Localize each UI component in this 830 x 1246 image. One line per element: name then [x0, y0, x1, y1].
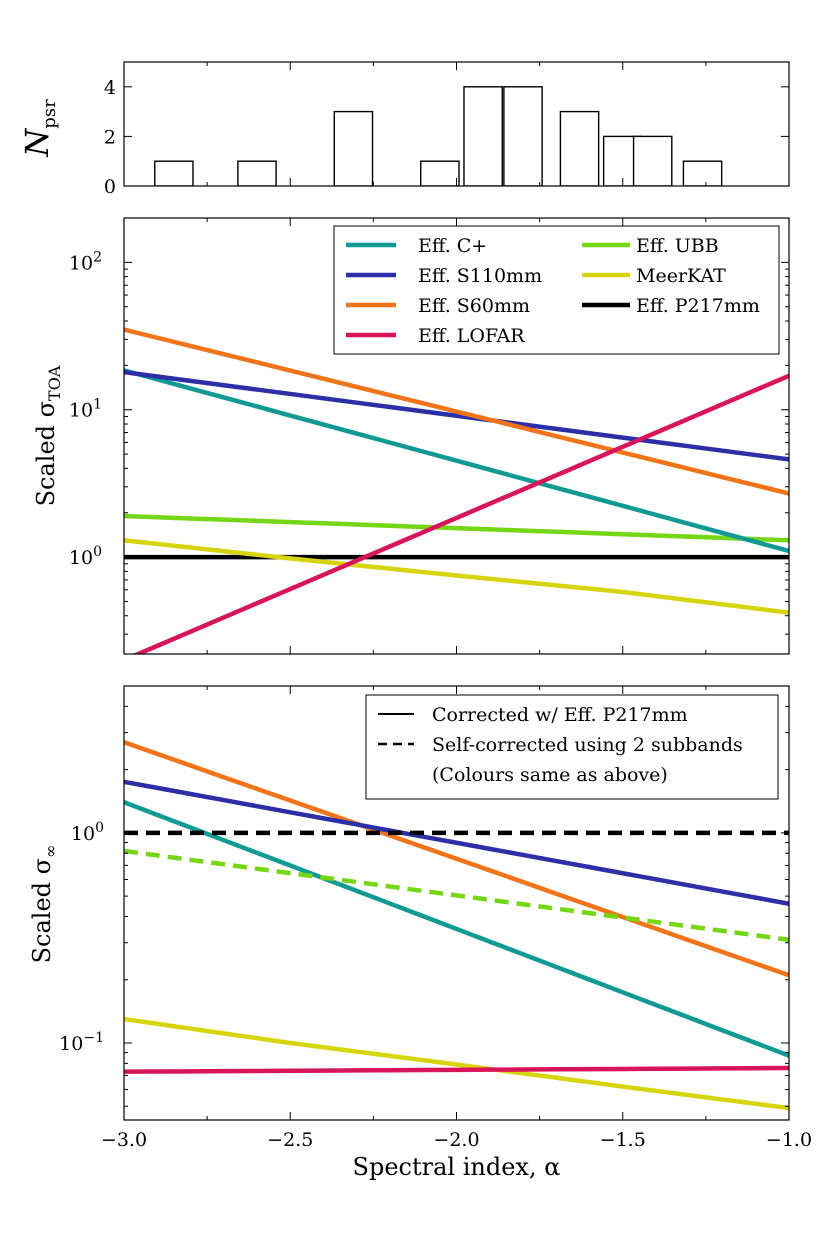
toa-legend-label: Eff. UBB — [636, 235, 719, 257]
hist-ytick-label: 0 — [104, 176, 116, 198]
histogram-bar — [333, 110, 374, 186]
toa-series-line — [124, 327, 789, 496]
x-tick-label: −2.0 — [433, 1129, 479, 1151]
inf-ytick-label: 10−1 — [59, 1030, 104, 1055]
toa-legend-label: MeerKAT — [636, 265, 726, 287]
inf-series-line — [124, 1016, 789, 1111]
toa-series-line — [124, 369, 789, 462]
hist-ytick-label: 2 — [104, 126, 116, 148]
inf-ytick-label-base: 10 — [59, 1033, 83, 1055]
inf-ytick-label-exp: −1 — [83, 1030, 104, 1046]
toa-series-line — [132, 373, 789, 654]
hist-ytick-label: 4 — [104, 77, 116, 99]
inf-series-line — [124, 1065, 789, 1074]
toa-legend-label: Eff. P217mm — [636, 295, 760, 317]
inf-series-line — [124, 800, 789, 1058]
inf-legend-box — [365, 694, 779, 800]
toa-ylabel: Scaled σTOA — [32, 365, 64, 506]
toa-legend: Eff. C+ Eff. S110mm Eff. S60mm Eff. LOFAR Ef… — [333, 225, 780, 355]
inf-series-line — [124, 848, 789, 942]
inf-legend-label: Self-corrected using 2 subbands — [432, 734, 743, 756]
inf-legend: Corrected w/ Eff. P217mm Self-corrected u… — [365, 694, 779, 800]
hist-ylabel: Npsr — [18, 99, 60, 158]
inf-series-line — [124, 779, 789, 906]
x-tick-label: −2.5 — [267, 1129, 313, 1151]
inf-ytick-label: 100 — [71, 820, 104, 845]
x-axis-title: Spectral index, α — [353, 1153, 561, 1181]
toa-ytick-label-base: 10 — [69, 400, 93, 422]
toa-ylabel-main: Scaled σ — [32, 401, 60, 506]
toa-ylabel-sub: TOA — [45, 365, 64, 401]
hist-ylabel-main: N — [18, 128, 56, 158]
inf-ylabel: Scaled σ∞ — [28, 845, 60, 964]
histogram-bar — [503, 86, 543, 186]
toa-ytick-label-exp: 0 — [93, 544, 102, 560]
x-axis-labels: −3.0 −2.5 −2.0 −1.5 −1.0 Spectral index, α — [101, 1129, 812, 1181]
toa-legend-box — [333, 225, 780, 355]
toa-ytick-label: 100 — [69, 544, 102, 569]
histogram-bar — [237, 160, 277, 186]
toa-legend-label: Eff. S60mm — [418, 295, 530, 317]
x-tick-label: −1.0 — [766, 1129, 812, 1151]
x-tick-label: −1.5 — [600, 1129, 646, 1151]
histogram-bar — [559, 110, 600, 186]
toa-ytick-label-base: 10 — [69, 252, 93, 274]
inf-ylabel-sub: ∞ — [41, 845, 60, 858]
toa-ytick-label-exp: 1 — [93, 397, 102, 413]
toa-legend-label: Eff. S110mm — [418, 265, 542, 287]
hist-ylabel-sub: psr — [39, 99, 60, 129]
inf-lines — [124, 740, 789, 1111]
histogram-bar — [420, 160, 460, 186]
toa-ytick-label: 101 — [69, 397, 102, 422]
histogram-panel: 0 2 4 Npsr — [18, 61, 790, 198]
inf-series-line — [124, 740, 789, 978]
toa-series-line — [124, 368, 789, 554]
toa-lines — [124, 327, 789, 654]
toa-legend-label: Eff. LOFAR — [418, 325, 525, 347]
toa-ytick-label-base: 10 — [69, 547, 93, 569]
toa-series-line — [124, 513, 789, 543]
toa-ytick-label-exp: 2 — [93, 249, 102, 265]
histogram-bar — [632, 135, 673, 186]
inf-ytick-label-exp: 0 — [95, 820, 104, 836]
x-tick-label: −3.0 — [101, 1129, 147, 1151]
histogram-bar — [154, 160, 194, 186]
toa-series-line — [124, 538, 789, 615]
inf-ylabel-main: Scaled σ — [28, 858, 56, 963]
histogram-bars — [154, 86, 723, 186]
histogram-bar — [463, 86, 503, 186]
inf-legend-label: Corrected w/ Eff. P217mm — [432, 704, 688, 726]
histogram-bar — [682, 160, 723, 186]
inf-legend-label: (Colours same as above) — [432, 764, 668, 786]
toa-ytick-label: 102 — [69, 249, 102, 274]
toa-legend-label: Eff. C+ — [418, 235, 487, 257]
inf-ytick-label-base: 10 — [71, 823, 95, 845]
